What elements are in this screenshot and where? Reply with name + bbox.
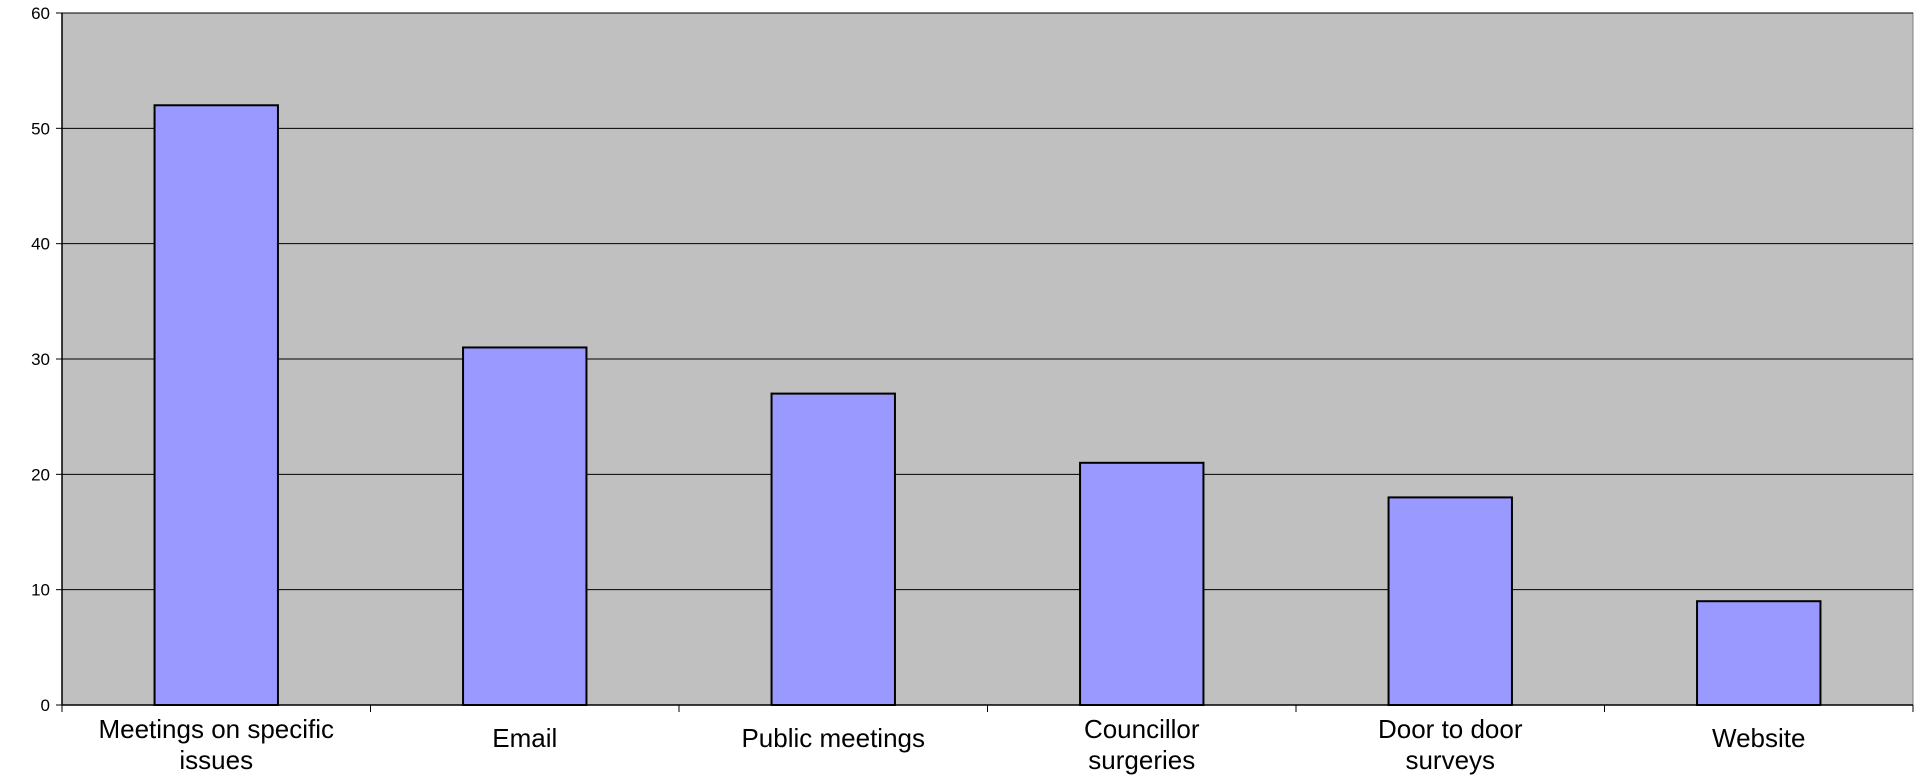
- x-category-label-line: Door to door: [1378, 714, 1523, 744]
- x-category-label-line: issues: [179, 745, 253, 775]
- bar: [1696, 600, 1822, 707]
- bars: [153, 104, 1822, 707]
- y-axis-ticks: 0 10 20 30 40 50 60: [31, 4, 62, 715]
- y-tick-label: 0: [41, 696, 50, 715]
- x-category-label-line: Councillor: [1084, 714, 1200, 744]
- x-category-label: Website: [1712, 723, 1805, 753]
- bar: [462, 346, 588, 706]
- x-category-label: Email: [492, 723, 557, 753]
- y-tick-label: 20: [31, 465, 50, 484]
- x-category-label-line: Email: [492, 723, 557, 753]
- x-axis-labels: Meetings on specific issues Email Public me…: [98, 714, 1805, 775]
- gridlines: [62, 12, 1913, 591]
- y-tick-label: 60: [31, 4, 50, 23]
- bar: [1079, 461, 1205, 706]
- x-category-label-line: Public meetings: [741, 723, 925, 753]
- x-category-label-line: Meetings on specific: [98, 714, 334, 744]
- x-category-label: Public meetings: [741, 723, 925, 753]
- x-category-label-line: surveys: [1405, 745, 1495, 775]
- x-category-label: Meetings on specific issues: [98, 714, 334, 775]
- x-category-label-line: Website: [1712, 723, 1805, 753]
- y-tick-label: 40: [31, 235, 50, 254]
- bar: [1387, 496, 1513, 706]
- y-tick-label: 10: [31, 581, 50, 600]
- x-category-label: Door to door surveys: [1378, 714, 1523, 775]
- y-tick-label: 30: [31, 350, 50, 369]
- x-category-label-line: surgeries: [1088, 745, 1195, 775]
- bar: [153, 104, 279, 707]
- bar: [770, 392, 896, 706]
- x-category-label: Councillor surgeries: [1084, 714, 1200, 775]
- y-tick-label: 50: [31, 119, 50, 138]
